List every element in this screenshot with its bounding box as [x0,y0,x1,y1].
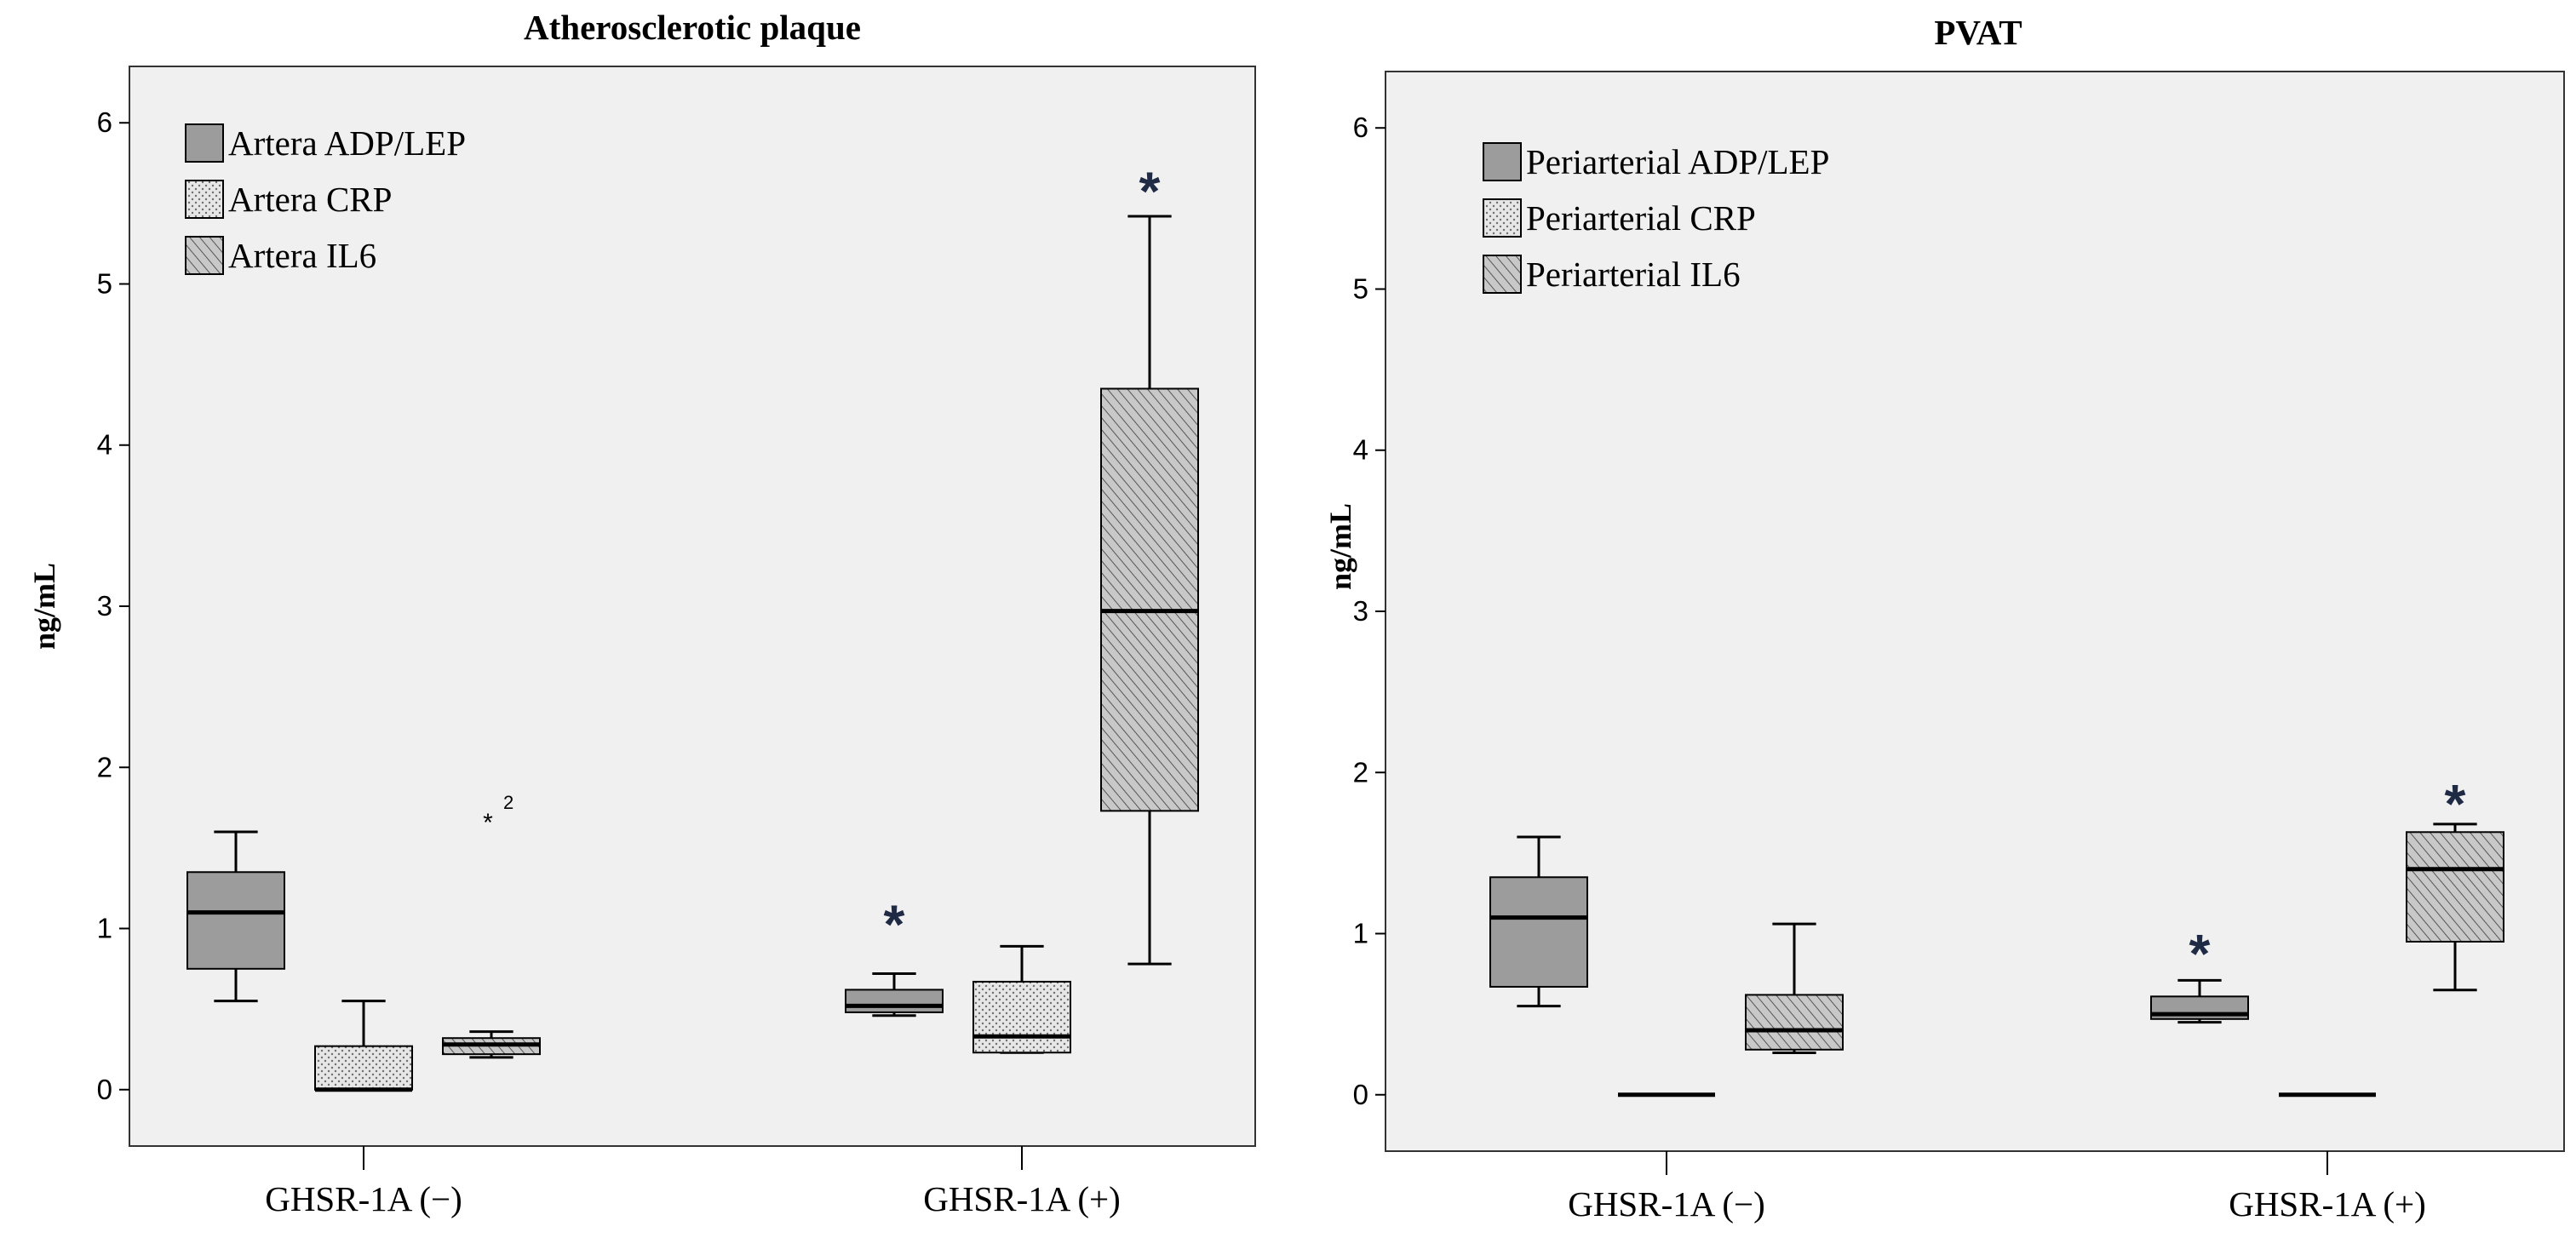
box-2-0 [1745,922,1844,1055]
outlier-label: 2 [503,792,513,813]
plot-area [129,66,1256,1147]
iqr-box [1100,387,1199,812]
iqr-box [2406,831,2504,943]
legend-swatch [1483,198,1522,238]
legend-swatch [185,123,224,163]
iqr-box [314,1045,413,1091]
box-2-0 [442,1030,541,1059]
iqr-box [1489,876,1588,988]
y-axis: 0 1 2 3 4 5 6 [1353,112,1386,1110]
y-tick-label: 6 [97,106,112,138]
iqr-box [186,871,285,970]
legend-label: Periarterial CRP [1526,198,1756,238]
box-0-1 [2150,978,2249,1024]
x-category-label: GHSR-1A (−) [1568,1184,1765,1224]
y-tick-label: 2 [97,751,112,782]
pvat-panel: PVAT ng/mL 0 1 2 3 4 5 6 GHSR-1A (−) GHSR-1A (+… [1323,13,2565,1224]
legend-swatch [1483,142,1522,181]
y-tick-label: 6 [1353,112,1368,143]
outlier-marker: * [483,809,493,837]
legend-label: Artera CRP [228,180,392,219]
x-category-label: GHSR-1A (−) [265,1179,462,1218]
significance-asterisk: * [884,894,905,955]
chart-title: Atherosclerotic plaque [524,8,861,47]
box-2-1 [1100,215,1199,966]
y-tick-label: 5 [1353,272,1368,304]
y-axis-label: ng/mL [1323,503,1357,590]
iqr-box [845,989,944,1013]
x-axis: GHSR-1A (−) GHSR-1A (+) [265,1146,1121,1218]
y-tick-label: 5 [97,267,112,299]
y-tick-label: 0 [1353,1079,1368,1110]
legend-swatch [185,236,224,275]
iqr-box [1745,994,1844,1051]
legend-item: Artera CRP [185,180,392,219]
legend-item: Artera ADP/LEP [185,123,466,163]
y-tick-label: 2 [1353,756,1368,788]
chart-title: PVAT [1934,13,2022,52]
box-1-0 [314,1000,413,1092]
legend-label: Artera IL6 [228,236,376,275]
y-tick-label: 1 [1353,918,1368,949]
y-tick-label: 1 [97,913,112,944]
annotations: * 2 * * [483,160,1160,954]
box-2-1 [2406,822,2504,992]
legend-swatch [185,180,224,219]
legend: Artera ADP/LEP Artera CRP Artera IL6 [185,123,466,275]
y-tick-label: 3 [1353,595,1368,627]
y-tick-label: 4 [97,429,112,461]
y-tick-label: 3 [97,590,112,622]
x-category-label: GHSR-1A (+) [923,1179,1121,1218]
x-axis: GHSR-1A (−) GHSR-1A (+) [1568,1151,2426,1224]
y-tick-label: 0 [97,1074,112,1105]
box-1-1 [972,944,1071,1054]
y-axis: 0 1 2 3 4 5 6 [97,106,129,1105]
significance-asterisk: * [2189,923,2211,984]
iqr-box [972,980,1071,1054]
box-0-0 [1489,835,1588,1008]
legend-label: Artera ADP/LEP [228,123,466,163]
box-0-0 [186,830,285,1003]
legend-item: Artera IL6 [185,236,376,275]
legend-item: Periarterial CRP [1483,198,1756,238]
x-category-label: GHSR-1A (+) [2229,1184,2426,1224]
box-plots [1489,822,2504,1098]
legend-label: Periarterial ADP/LEP [1526,142,1829,181]
box-plots [186,215,1199,1092]
y-tick-label: 4 [1353,434,1368,466]
significance-asterisk: * [2445,773,2466,834]
legend: Periarterial ADP/LEP Periarterial CRP Peri… [1483,142,1829,294]
annotations: ** [2189,773,2466,984]
legend-swatch [1483,255,1522,294]
plaque-panel: Atherosclerotic plaque ng/mL 0 1 2 3 4 5 6 GHS… [27,8,1256,1218]
legend-label: Periarterial IL6 [1526,255,1741,294]
legend-item: Periarterial ADP/LEP [1483,142,1829,181]
y-axis-label: ng/mL [27,563,61,650]
legend-item: Periarterial IL6 [1483,255,1741,294]
significance-asterisk: * [1139,160,1161,221]
box-0-1 [845,971,944,1017]
